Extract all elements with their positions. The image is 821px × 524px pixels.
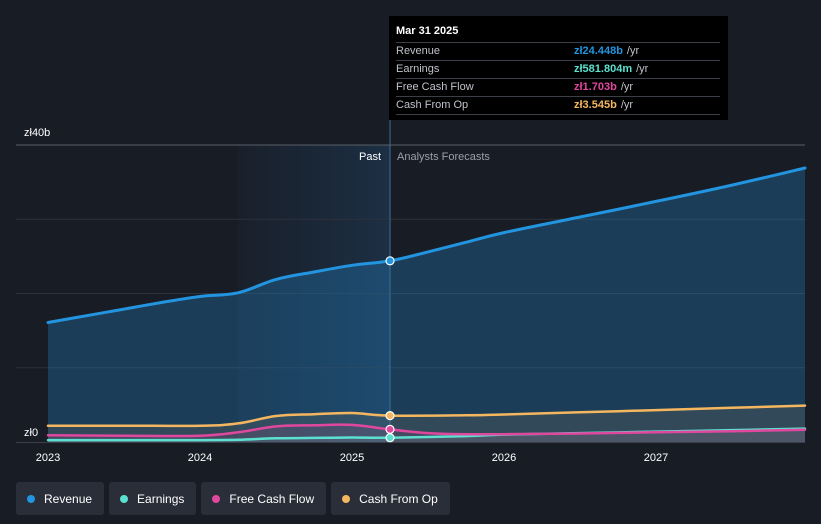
tooltip-value: zł1.703b xyxy=(574,81,617,93)
analysts-forecasts-label: Analysts Forecasts xyxy=(397,151,490,163)
marker-revenue xyxy=(385,256,395,266)
y-tick-label-zero: zł0 xyxy=(24,427,38,439)
tooltip-row-earnings: Earnings zł581.804m /yr xyxy=(396,60,720,78)
tooltip-date: Mar 31 2025 xyxy=(396,25,459,37)
legend-dot-icon xyxy=(342,494,351,503)
x-tick-label-2024: 2024 xyxy=(188,452,212,464)
x-tick-label-2023: 2023 xyxy=(36,452,60,464)
line-revenue xyxy=(46,166,807,324)
marker-free-cash-flow xyxy=(385,424,395,434)
data-tooltip: Mar 31 2025 Revenue zł24.448b /yr Earnin… xyxy=(389,16,728,120)
legend-item-free-cash-flow[interactable]: Free Cash Flow xyxy=(201,482,327,515)
area-earnings xyxy=(48,428,805,442)
legend-label: Cash From Op xyxy=(359,491,438,506)
tooltip-unit: /yr xyxy=(636,63,649,75)
tooltip-row-free-cash-flow: Free Cash Flow zł1.703b /yr xyxy=(396,78,720,96)
tooltip-label: Earnings xyxy=(396,63,440,75)
series-markers xyxy=(385,256,395,443)
tooltip-label: Cash From Op xyxy=(396,99,469,111)
past-label: Past xyxy=(359,151,381,163)
tooltip-label: Free Cash Flow xyxy=(396,81,474,93)
marker-earnings xyxy=(385,433,395,443)
line-cash-from-op xyxy=(46,404,807,428)
tooltip-label: Revenue xyxy=(396,45,441,57)
x-tick-label-2026: 2026 xyxy=(492,452,516,464)
legend-item-earnings[interactable]: Earnings xyxy=(109,482,197,515)
legend-dot-icon xyxy=(120,494,129,503)
y-tick-label-top: zł40b xyxy=(24,127,50,139)
tooltip-value: zł3.545b xyxy=(574,99,617,111)
x-tick-label-2027: 2027 xyxy=(644,452,668,464)
legend-dot-icon xyxy=(212,494,221,503)
tooltip-row-revenue: Revenue zł24.448b /yr xyxy=(396,42,720,60)
series-areas xyxy=(48,168,805,442)
legend-label: Free Cash Flow xyxy=(229,491,315,506)
grid-lines xyxy=(16,144,805,443)
legend-item-revenue[interactable]: Revenue xyxy=(16,482,105,515)
tooltip-unit: /yr xyxy=(626,45,640,57)
tooltip-unit: /yr xyxy=(620,81,634,93)
legend-label: Revenue xyxy=(44,491,93,506)
legend-item-cash-from-op[interactable]: Cash From Op xyxy=(331,482,450,515)
x-axis-tick-labels: 2023 2024 2025 2026 2027 xyxy=(36,452,669,464)
marker-cash-from-op xyxy=(385,411,395,421)
tooltip-unit: /yr xyxy=(620,99,634,111)
area-revenue xyxy=(48,168,805,442)
tooltip-value: zł581.804m xyxy=(574,63,633,75)
legend-dot-icon xyxy=(27,494,35,503)
tooltip-value: zł24.448b xyxy=(574,45,623,57)
x-tick-label-2025: 2025 xyxy=(340,452,364,464)
chart-legend: Revenue Earnings Free Cash Flow Cash Fro… xyxy=(16,482,450,515)
legend-label: Earnings xyxy=(137,491,185,506)
tooltip-row-cash-from-op: Cash From Op zł3.545b /yr xyxy=(396,96,720,115)
